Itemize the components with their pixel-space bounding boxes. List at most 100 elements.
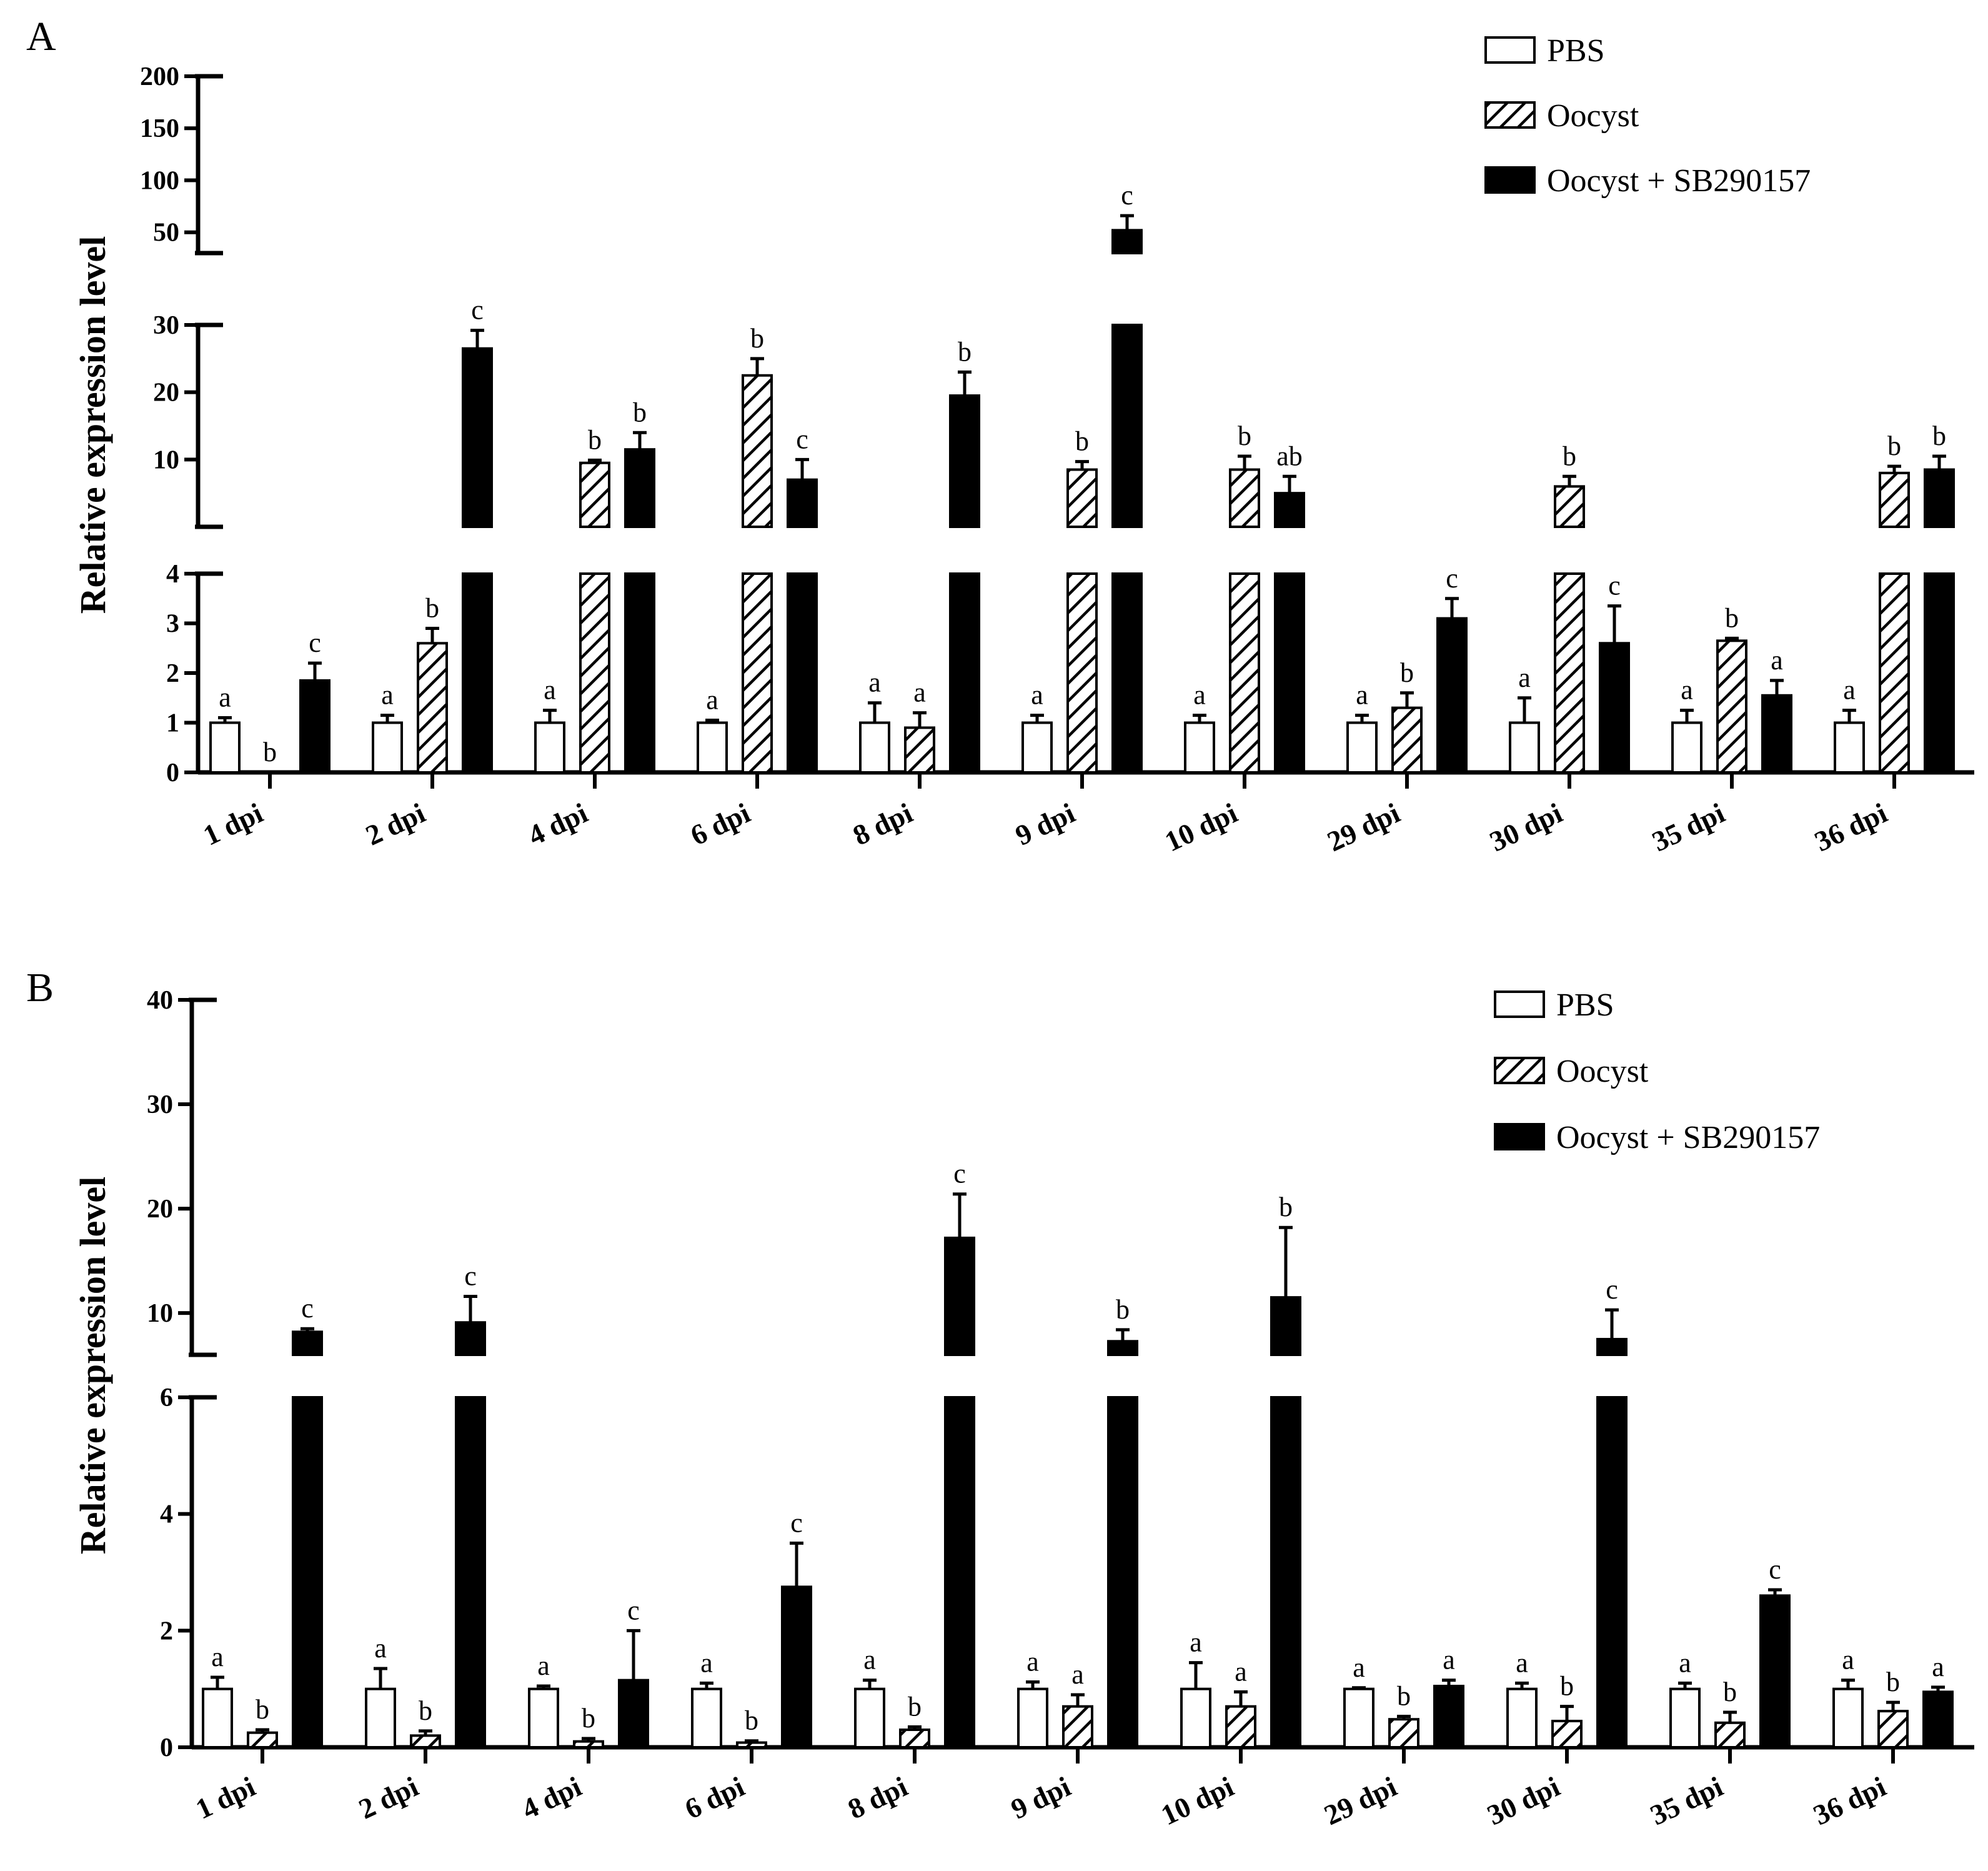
x-tick-label: 2 dpi <box>354 1770 423 1825</box>
bar <box>1671 721 1702 774</box>
bar <box>247 1731 278 1749</box>
bar <box>462 572 493 774</box>
significance-letter: c <box>1121 180 1133 211</box>
significance-letter: a <box>700 1647 713 1678</box>
bar <box>455 1396 486 1749</box>
y-tick-label: 1 <box>166 709 179 738</box>
y-tick-label: 3 <box>166 610 179 639</box>
significance-letter: a <box>868 667 881 698</box>
bar <box>1107 1396 1138 1749</box>
y-tick-label: 0 <box>160 1734 173 1762</box>
bar <box>1669 1687 1701 1749</box>
significance-letter: b <box>750 323 764 354</box>
bar <box>859 721 890 774</box>
x-tick-label: 4 dpi <box>517 1770 586 1825</box>
bar <box>1274 572 1305 774</box>
y-axis-title: Relative expression level <box>72 1177 113 1555</box>
bar <box>534 721 565 774</box>
bar <box>1714 1721 1746 1749</box>
y-tick-label: 10 <box>147 1299 173 1328</box>
significance-letter: c <box>790 1507 803 1538</box>
x-tick-label: 36 dpi <box>1809 1770 1891 1832</box>
bar <box>1554 485 1585 529</box>
bar <box>1832 1687 1864 1749</box>
significance-letter: b <box>745 1705 758 1736</box>
significance-letter: b <box>1397 1681 1411 1712</box>
significance-letter: b <box>1723 1677 1737 1707</box>
y-tick-label: 20 <box>147 1195 173 1224</box>
significance-letter: b <box>1238 421 1251 451</box>
bar <box>1225 1705 1256 1749</box>
significance-letter: b <box>1279 1192 1293 1222</box>
bar <box>742 572 773 774</box>
y-tick-label: 2 <box>166 659 179 688</box>
bar <box>1436 617 1468 774</box>
significance-letter: c <box>1769 1554 1781 1585</box>
bar <box>697 721 728 774</box>
x-tick-label: 29 dpi <box>1323 797 1405 858</box>
x-tick-label: 6 dpi <box>685 797 755 852</box>
bar <box>899 1729 930 1749</box>
bar <box>1388 1718 1419 1749</box>
bar <box>292 1396 323 1749</box>
significance-letter: b <box>1563 441 1576 471</box>
bar <box>410 1734 441 1749</box>
bar <box>1062 1705 1093 1749</box>
bar <box>1596 1337 1628 1356</box>
significance-letter: a <box>1771 645 1783 676</box>
significance-letter: a <box>913 677 926 708</box>
significance-letter: a <box>1681 675 1693 706</box>
x-tick-label: 9 dpi <box>1010 797 1080 852</box>
significance-letter: a <box>1518 662 1531 693</box>
bar <box>455 1321 486 1356</box>
bar <box>1759 1594 1791 1749</box>
significance-letter: a <box>544 675 556 706</box>
bar <box>1761 694 1792 774</box>
significance-letter: a <box>1031 680 1043 711</box>
x-tick-label: 35 dpi <box>1648 797 1730 858</box>
x-tick-label: 8 dpi <box>848 797 917 852</box>
panel-letter: A <box>26 14 56 59</box>
y-tick-label: 4 <box>160 1500 173 1529</box>
bar <box>417 642 448 774</box>
significance-letter: a <box>1071 1659 1084 1690</box>
significance-letter: ab <box>1276 441 1303 471</box>
bar <box>1879 471 1910 528</box>
bar <box>1922 1690 1954 1749</box>
significance-letter: b <box>633 397 647 427</box>
bar <box>1107 1340 1138 1357</box>
significance-letter: b <box>263 737 277 767</box>
bar <box>1924 572 1955 774</box>
significance-letter: b <box>1075 426 1089 457</box>
significance-letter: c <box>953 1159 966 1189</box>
bar <box>1834 721 1865 774</box>
y-tick-label: 0 <box>166 759 179 787</box>
x-tick-label: 10 dpi <box>1156 1770 1239 1832</box>
bar <box>365 1687 396 1749</box>
bar <box>1924 468 1955 529</box>
bar <box>1111 324 1143 528</box>
bar <box>1879 572 1910 774</box>
bar <box>904 726 935 774</box>
y-tick-label: 100 <box>140 166 179 195</box>
significance-letter: a <box>706 685 718 716</box>
bar <box>462 347 493 529</box>
bar <box>1180 1687 1211 1749</box>
panel-a: A 0 1 2 3 4 10 20 30 50 100 150 200 Relative expressi… <box>26 14 1974 857</box>
bar <box>1596 1396 1628 1749</box>
bar <box>292 1330 323 1357</box>
significance-letter: b <box>1932 421 1946 451</box>
legend-swatch <box>1484 36 1536 64</box>
bar <box>1554 572 1585 774</box>
x-tick-label: 30 dpi <box>1483 1770 1565 1832</box>
bar <box>1229 468 1260 529</box>
bar <box>1111 229 1143 254</box>
legend-label: PBS <box>1547 33 1605 69</box>
y-tick-label: 200 <box>140 62 179 91</box>
significance-letter: b <box>1886 1667 1900 1697</box>
legend-swatch <box>1484 101 1536 129</box>
significance-letter: a <box>1190 1627 1202 1658</box>
significance-letter: a <box>1026 1646 1039 1677</box>
bar <box>624 572 655 774</box>
